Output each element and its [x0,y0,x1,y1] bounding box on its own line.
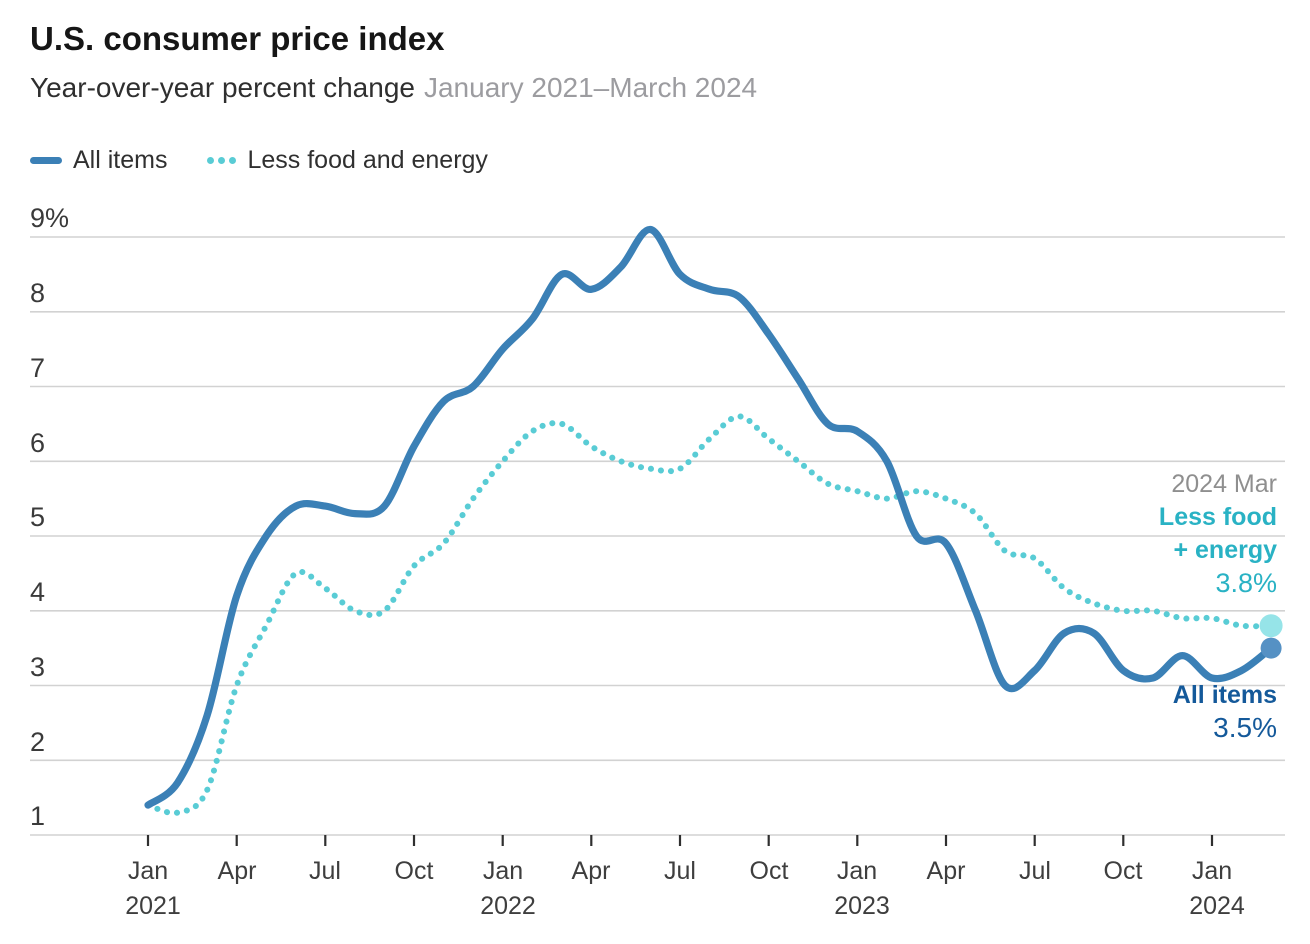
x-year-2023: 2023 [834,892,890,920]
x-tick-jul-2023: Jul [1019,857,1051,885]
x-year-2024: 2024 [1189,892,1245,920]
x-tick-jul-2022: Jul [664,857,696,885]
x-tick-oct-2022: Oct [749,857,789,885]
date-range: January 2021–March 2024 [423,72,758,103]
legend: All items Less food and energy [30,146,488,175]
x-tick-apr-2021: Apr [217,857,257,885]
solid-line-swatch-icon [30,157,62,164]
y-axis-label-6: 6 [30,428,46,458]
legend-item-less-food-and-energy: Less food and energy [207,146,488,175]
annotation-core-label-2: + energy [1173,536,1277,564]
x-tick-jan-2023: Jan [836,857,878,885]
subtitle-text: Year-over-year percent change [30,72,415,103]
annotation-all-items-value: 3.5% [1213,712,1277,743]
y-axis-label-5: 5 [30,502,46,532]
page-title: U.S. consumer price index [30,20,445,57]
annotation-core-label-1: Less food [1158,503,1277,531]
annotation-core-value: 3.8% [1215,568,1277,598]
all-items-line [144,225,1275,809]
x-tick-oct-2023: Oct [1103,857,1143,885]
x-tick-jan-2022: Jan [482,857,524,885]
x-year-2021: 2021 [125,892,181,920]
all-items-end-dot [1260,637,1282,659]
x-tick-jan-2021: Jan [127,857,169,885]
legend-label-less-food-and-energy: Less food and energy [247,146,488,174]
dotted-line-swatch-icon [207,157,237,164]
annotation-all-items-label: All items [1172,681,1277,709]
chart-subtitle: Year-over-year percent change January 202… [30,72,757,104]
x-year-2022: 2022 [480,892,536,920]
less-food-and-energy-line [145,413,1275,817]
x-tick-oct-2021: Oct [394,857,434,885]
less-food-and-energy-end-dot [1259,614,1283,638]
y-axis-label-1: 1 [30,801,46,831]
y-axis-label-7: 7 [30,353,46,383]
annotation-spacer [1159,599,1277,679]
annotation-date: 2024 Mar [1171,470,1277,498]
legend-item-all-items: All items [30,146,167,175]
legend-label-all-items: All items [73,146,168,174]
x-tick-jan-2024: Jan [1191,857,1233,885]
y-axis-label-9: 9% [30,203,70,233]
x-tick-apr-2022: Apr [571,857,611,885]
x-tick-apr-2023: Apr [926,857,966,885]
y-axis-label-8: 8 [30,278,46,308]
y-axis-label-3: 3 [30,652,46,682]
y-axis-label-4: 4 [30,577,46,607]
end-annotations: 2024 Mar Less food + energy 3.8% All ite… [1159,468,1277,745]
x-tick-jul-2021: Jul [309,857,341,885]
y-axis-label-2: 2 [30,727,46,757]
